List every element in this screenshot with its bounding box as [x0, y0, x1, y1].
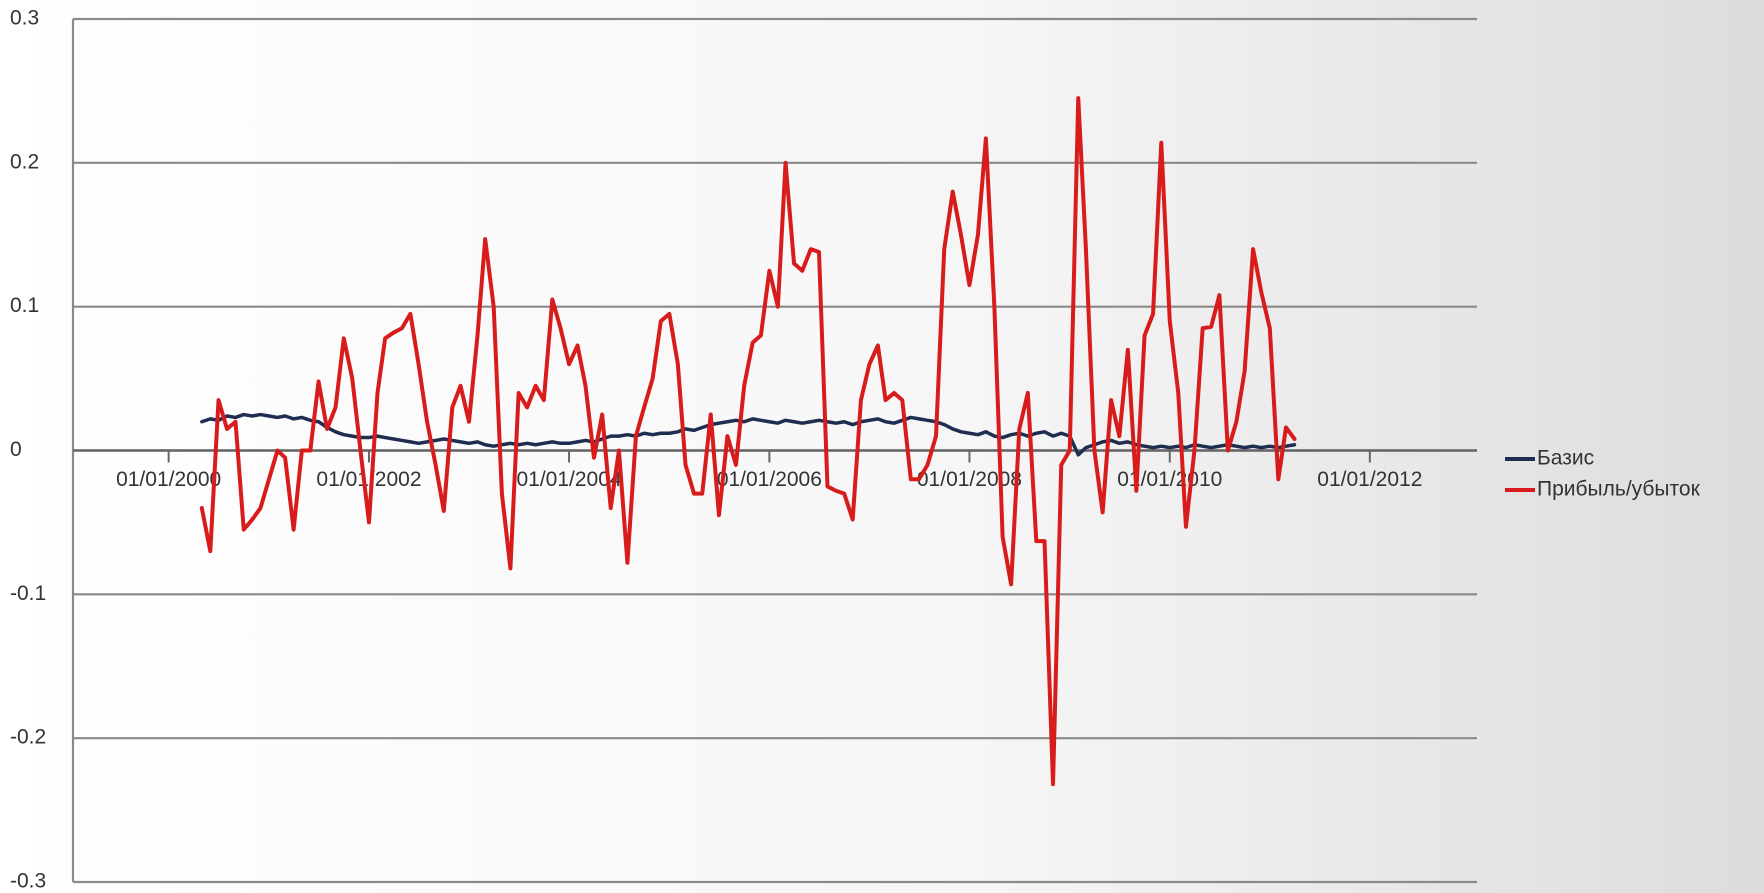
- y-tick-label: 0.2: [10, 150, 39, 173]
- series-line: [200, 412, 1297, 457]
- legend: Базис Прибыль/убыток: [1505, 447, 1701, 501]
- x-tick-label: 01/01/2004: [516, 468, 621, 491]
- y-tick-label: -0.3: [10, 870, 46, 893]
- x-tick-label: 01/01/2002: [316, 468, 421, 491]
- y-tick-label: 0.1: [10, 294, 39, 317]
- x-tick-label: 01/01/2000: [116, 468, 221, 491]
- y-tick-label: -0.1: [10, 582, 46, 605]
- series-line: [199, 96, 1297, 787]
- y-tick-label: 0.3: [10, 7, 39, 30]
- y-tick-label: 0: [10, 438, 22, 461]
- x-tick-label: 01/01/2012: [1317, 468, 1422, 491]
- x-tick-label: 01/01/2010: [1117, 468, 1222, 491]
- legend-label: Базис: [1537, 447, 1594, 470]
- legend-label: Прибыль/убыток: [1537, 478, 1701, 501]
- y-tick-label: -0.2: [10, 726, 46, 749]
- x-tick-label: 01/01/2006: [717, 468, 822, 491]
- plot-area: [199, 96, 1297, 787]
- x-tick-label: 01/01/2008: [917, 468, 1022, 491]
- grid: -0.3 -0.2 -0.1 0 0.1 0.2 0.3 01/01/2000 01/01/20…: [10, 7, 1477, 893]
